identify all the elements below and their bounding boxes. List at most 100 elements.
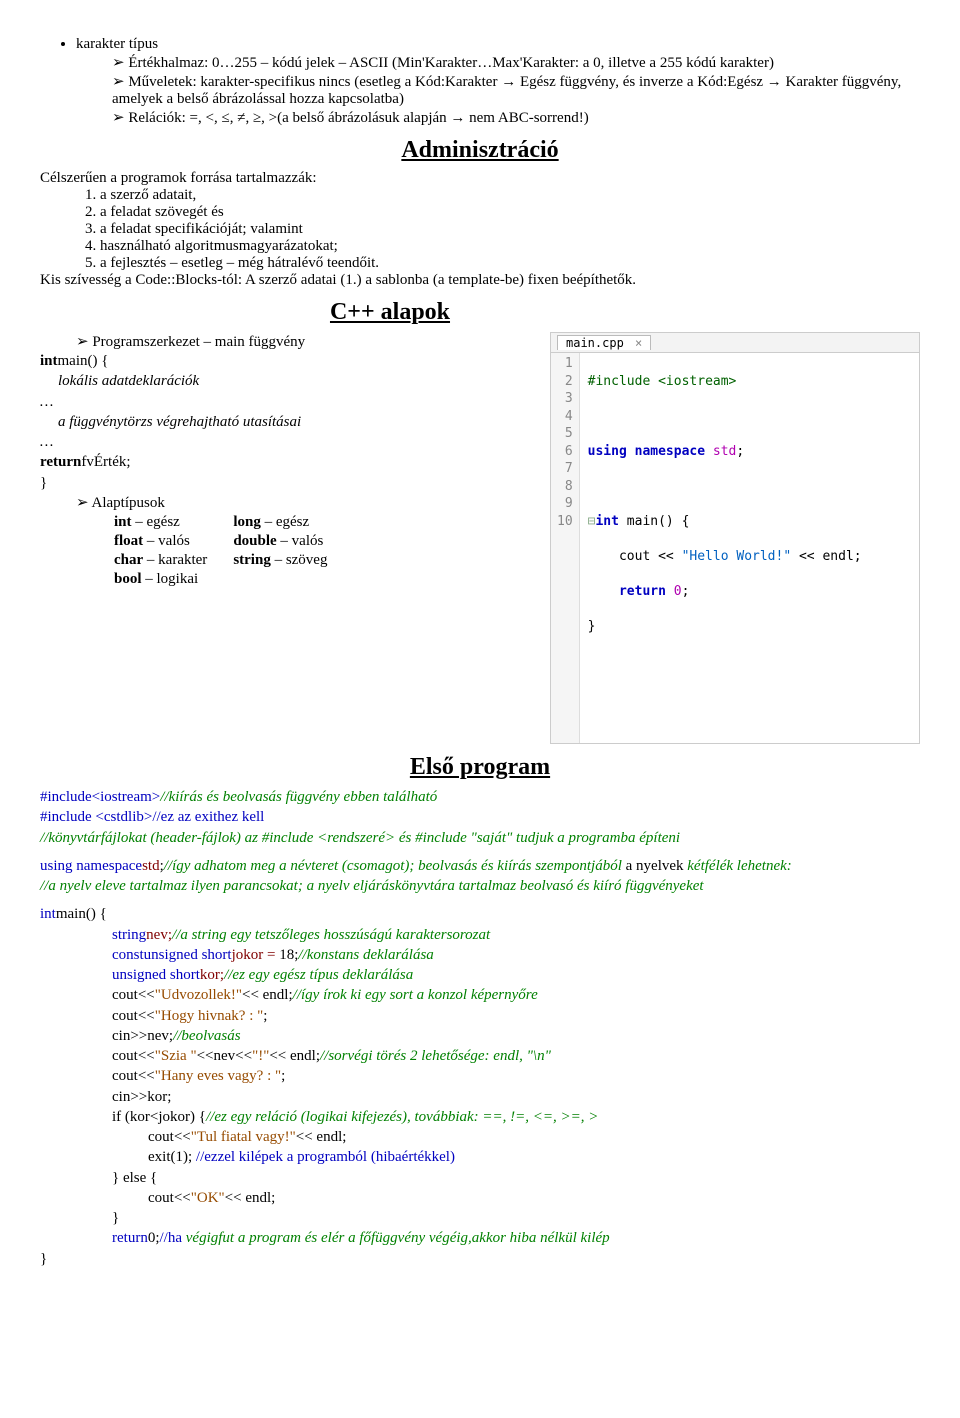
struct-line: } [40, 473, 530, 493]
tok: kor; [200, 967, 224, 983]
code-line: cout<<"Tul fiatal vagy!"<< endl; [148, 1127, 920, 1147]
kw: long [233, 514, 261, 530]
tok: cout<< [148, 1129, 191, 1145]
tok: //így írok ki egy sort a konzol képernyő… [293, 987, 538, 1003]
kw: double [233, 533, 276, 549]
list-item: Alaptípusok [76, 493, 530, 512]
tok: //ez egy egész típus deklarálása [224, 967, 413, 983]
txt: – egész [132, 514, 180, 530]
code-line: return0;//ha végigfut a program és elér … [112, 1228, 920, 1248]
cell: int – egész [114, 514, 231, 531]
struct-line: lokális adatdeklarációk [58, 371, 530, 391]
cell: bool – logikai [114, 571, 231, 588]
txt: main() { [58, 353, 109, 369]
tok: 1 [176, 1149, 184, 1165]
tok: nev; [146, 927, 172, 943]
tok: << endl; [225, 1190, 276, 1206]
admin-ol: a szerző adatait, a feladat szövegét és … [100, 187, 920, 272]
code-editor-col: main.cpp × 1 2 3 4 5 6 7 8 9 10 #include… [550, 332, 920, 744]
tok [666, 584, 674, 599]
code-line: } [40, 1249, 920, 1269]
tok: jokor = [232, 947, 280, 963]
line-num: 7 [557, 460, 573, 478]
top-bullet-list: karakter típus [76, 36, 920, 53]
code-line: //a nyelv eleve tartalmaz ilyen parancso… [40, 876, 920, 896]
tok: int [595, 514, 626, 529]
code-line: cin>>nev;//beolvasás [112, 1026, 920, 1046]
tok: #include [40, 789, 92, 805]
code-line: #include<iostream>//kiírás és beolvasás … [40, 787, 920, 807]
kw: bool [114, 571, 142, 587]
line-gutter: 1 2 3 4 5 6 7 8 9 10 [551, 353, 580, 743]
close-icon[interactable]: × [635, 336, 642, 350]
list-item: karakter típus [76, 36, 920, 53]
struct-line: intmain() { [40, 351, 530, 371]
tok: "Hello World!" [682, 549, 792, 564]
txt: – karakter [143, 552, 207, 568]
code-line: intmain() { [40, 904, 920, 924]
kw: return [40, 454, 81, 470]
code-text[interactable]: #include <iostream> using namespace std;… [580, 353, 870, 743]
list-item: használható algoritmusmagyarázatokat; [100, 238, 920, 255]
code-line: exit(1); //ezzel kilépek a programból (h… [148, 1147, 920, 1167]
list-item: a fejlesztés – esetleg – még hátralévő t… [100, 255, 920, 272]
tok: "Hany eves vagy? : " [155, 1068, 281, 1084]
txt: – egész [261, 514, 309, 530]
tok: kétfélék lehetnek: [684, 858, 792, 874]
line-num: 5 [557, 425, 573, 443]
table-row: bool – logikai [114, 571, 351, 588]
kw: int [114, 514, 132, 530]
tok: 18 [279, 947, 294, 963]
tok: a nyelvek [626, 858, 684, 874]
code-line: using namespacestd;//így adhatom meg a n… [40, 856, 920, 876]
cell: string – szöveg [233, 552, 351, 569]
tok: cout<< [112, 1048, 155, 1064]
tok: string [112, 927, 146, 943]
cpp-arrow-list-1: Programszerkezet – main függvény [76, 332, 530, 351]
list-item: a szerző adatait, [100, 187, 920, 204]
code-line: cout<<"OK"<< endl; [148, 1188, 920, 1208]
tok: "Tul fiatal vagy!" [191, 1129, 296, 1145]
tok: using namespace [40, 858, 142, 874]
code-line: //könyvtárfájlokat (header-fájlok) az #i… [40, 828, 920, 848]
code-editor: main.cpp × 1 2 3 4 5 6 7 8 9 10 #include… [550, 332, 920, 744]
txt: – valós [143, 533, 190, 549]
kw: char [114, 552, 143, 568]
tok: //ezzel kilépek a programból (hibaértékk… [196, 1149, 455, 1165]
tok: //a string egy tetszőleges hosszúságú ka… [172, 927, 490, 943]
line-num: 3 [557, 390, 573, 408]
arrow-text: Műveletek: karakter-specifikus nincs (es… [112, 74, 901, 107]
list-item: a feladat specifikációját; valamint [100, 221, 920, 238]
tok: ; [281, 1068, 285, 1084]
cpp-two-col: Programszerkezet – main függvény intmain… [40, 332, 920, 744]
tok: ; [736, 444, 744, 459]
tok: ; [263, 1008, 267, 1024]
tok: cout << [588, 549, 682, 564]
code-line: cout<<"Szia "<<nev<<"!"<< endl;//sorvégi… [112, 1046, 920, 1066]
tok: << endl; [791, 549, 861, 564]
tok: const [112, 947, 144, 963]
tok: //ez az exithez kell [152, 809, 264, 825]
cell: long – egész [233, 514, 351, 531]
tok: exit( [148, 1149, 176, 1165]
arrow-list: Értékhalmaz: 0…255 – kódú jelek – ASCII … [112, 53, 920, 127]
list-item: Relációk: =, <, ≤, ≠, ≥, >(a belső ábráz… [112, 108, 920, 127]
admin-note: Kis szívesség a Code::Blocks-tól: A szer… [40, 272, 920, 289]
editor-tab[interactable]: main.cpp × [557, 335, 651, 350]
tok: << endl; [269, 1048, 320, 1064]
kw: int [40, 353, 58, 369]
tok: cin>>kor; [112, 1089, 171, 1105]
kw: float [114, 533, 143, 549]
admin-intro: Célszerűen a programok forrása tartalmaz… [40, 170, 920, 187]
list-item: a feladat szövegét és [100, 204, 920, 221]
code-line: cout<<"Hany eves vagy? : "; [112, 1066, 920, 1086]
tab-label: main.cpp [566, 336, 624, 350]
tok: () { [658, 514, 689, 529]
txt: – szöveg [271, 552, 328, 568]
struct-line: a függvénytörzs végrehajtható utasításai [58, 412, 530, 432]
types-table: int – egész long – egész float – valós d… [112, 512, 353, 590]
tok: végigfut a program és elér a főfüggvény … [186, 1230, 610, 1246]
tok: "OK" [191, 1190, 225, 1206]
struct-line: … [40, 392, 530, 412]
code-line: constunsigned shortjokor = 18;//konstans… [112, 945, 920, 965]
